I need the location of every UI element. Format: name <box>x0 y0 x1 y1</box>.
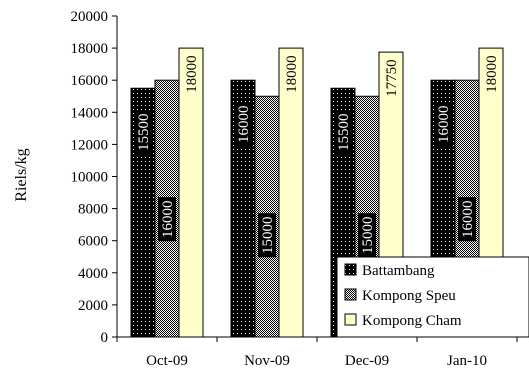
data-label: 15000 <box>360 217 376 255</box>
y-tick-label: 6000 <box>78 234 108 250</box>
y-tick-label: 4000 <box>78 266 108 282</box>
legend: Battambang Kompong Speu Kompong Cham <box>336 256 529 338</box>
y-tick-label: 0 <box>101 330 109 346</box>
data-label: 16000 <box>460 200 476 238</box>
data-label-group: 15000 <box>258 213 276 258</box>
data-label: 18000 <box>484 55 500 93</box>
data-label-group: 16000 <box>234 102 252 147</box>
x-tick-label: Dec-09 <box>345 353 389 369</box>
legend-label: Kompong Cham <box>362 313 462 329</box>
data-label: 15500 <box>136 113 152 151</box>
y-tick-label: 8000 <box>78 202 108 218</box>
legend-swatch <box>344 288 357 301</box>
data-label: 18000 <box>184 55 200 93</box>
data-label-bg <box>134 110 152 155</box>
data-label-bg <box>458 197 476 242</box>
data-label: 16000 <box>160 200 176 238</box>
data-label-group: 18000 <box>284 55 300 93</box>
legend-label: Battambang <box>362 263 435 279</box>
data-label-group: 18000 <box>184 55 200 93</box>
data-label-group: 15000 <box>358 213 376 258</box>
data-label-bg <box>234 102 252 147</box>
data-label: 15000 <box>260 217 276 255</box>
x-tick-label: Nov-09 <box>244 353 290 369</box>
data-label-bg <box>358 213 376 258</box>
y-tick-label: 16000 <box>71 73 109 89</box>
data-label-bg <box>434 102 452 147</box>
data-label: 17750 <box>384 59 400 97</box>
data-label-group: 16000 <box>434 102 452 147</box>
y-tick-label: 20000 <box>71 9 109 25</box>
legend-box <box>336 256 529 338</box>
bar <box>178 47 204 338</box>
y-axis-title: Riels/kg <box>13 148 30 201</box>
data-label-group: 18000 <box>484 55 500 93</box>
data-labels: 15500 16000 18000 16000 15000 18000 15500 15000… <box>134 55 500 258</box>
y-tick-label: 2000 <box>78 298 108 314</box>
y-tick-label: 18000 <box>71 41 109 57</box>
data-label: 16000 <box>236 105 252 143</box>
data-label-group: 15500 <box>334 110 352 155</box>
y-tick-label: 14000 <box>71 105 109 121</box>
legend-swatch <box>344 313 357 326</box>
y-tick-label: 10000 <box>71 170 109 186</box>
legend-swatch <box>344 263 357 276</box>
legend-label: Kompong Speu <box>362 288 456 304</box>
data-label-bg <box>158 197 176 242</box>
bar <box>278 47 304 338</box>
data-label-bg <box>258 213 276 258</box>
x-tick-label: Jan-10 <box>447 353 487 369</box>
data-label-group: 17750 <box>384 59 400 97</box>
data-label-group: 16000 <box>458 197 476 242</box>
data-label-group: 15500 <box>134 110 152 155</box>
y-tick-label: 12000 <box>71 137 109 153</box>
data-label: 16000 <box>436 105 452 143</box>
data-label: 15500 <box>336 113 352 151</box>
data-label-bg <box>334 110 352 155</box>
data-label: 18000 <box>284 55 300 93</box>
x-tick-label: Oct-09 <box>146 353 188 369</box>
axes: 0 2000 4000 6000 8000 10000 12000 14000 16000 180… <box>71 9 518 369</box>
data-label-group: 16000 <box>158 197 176 242</box>
